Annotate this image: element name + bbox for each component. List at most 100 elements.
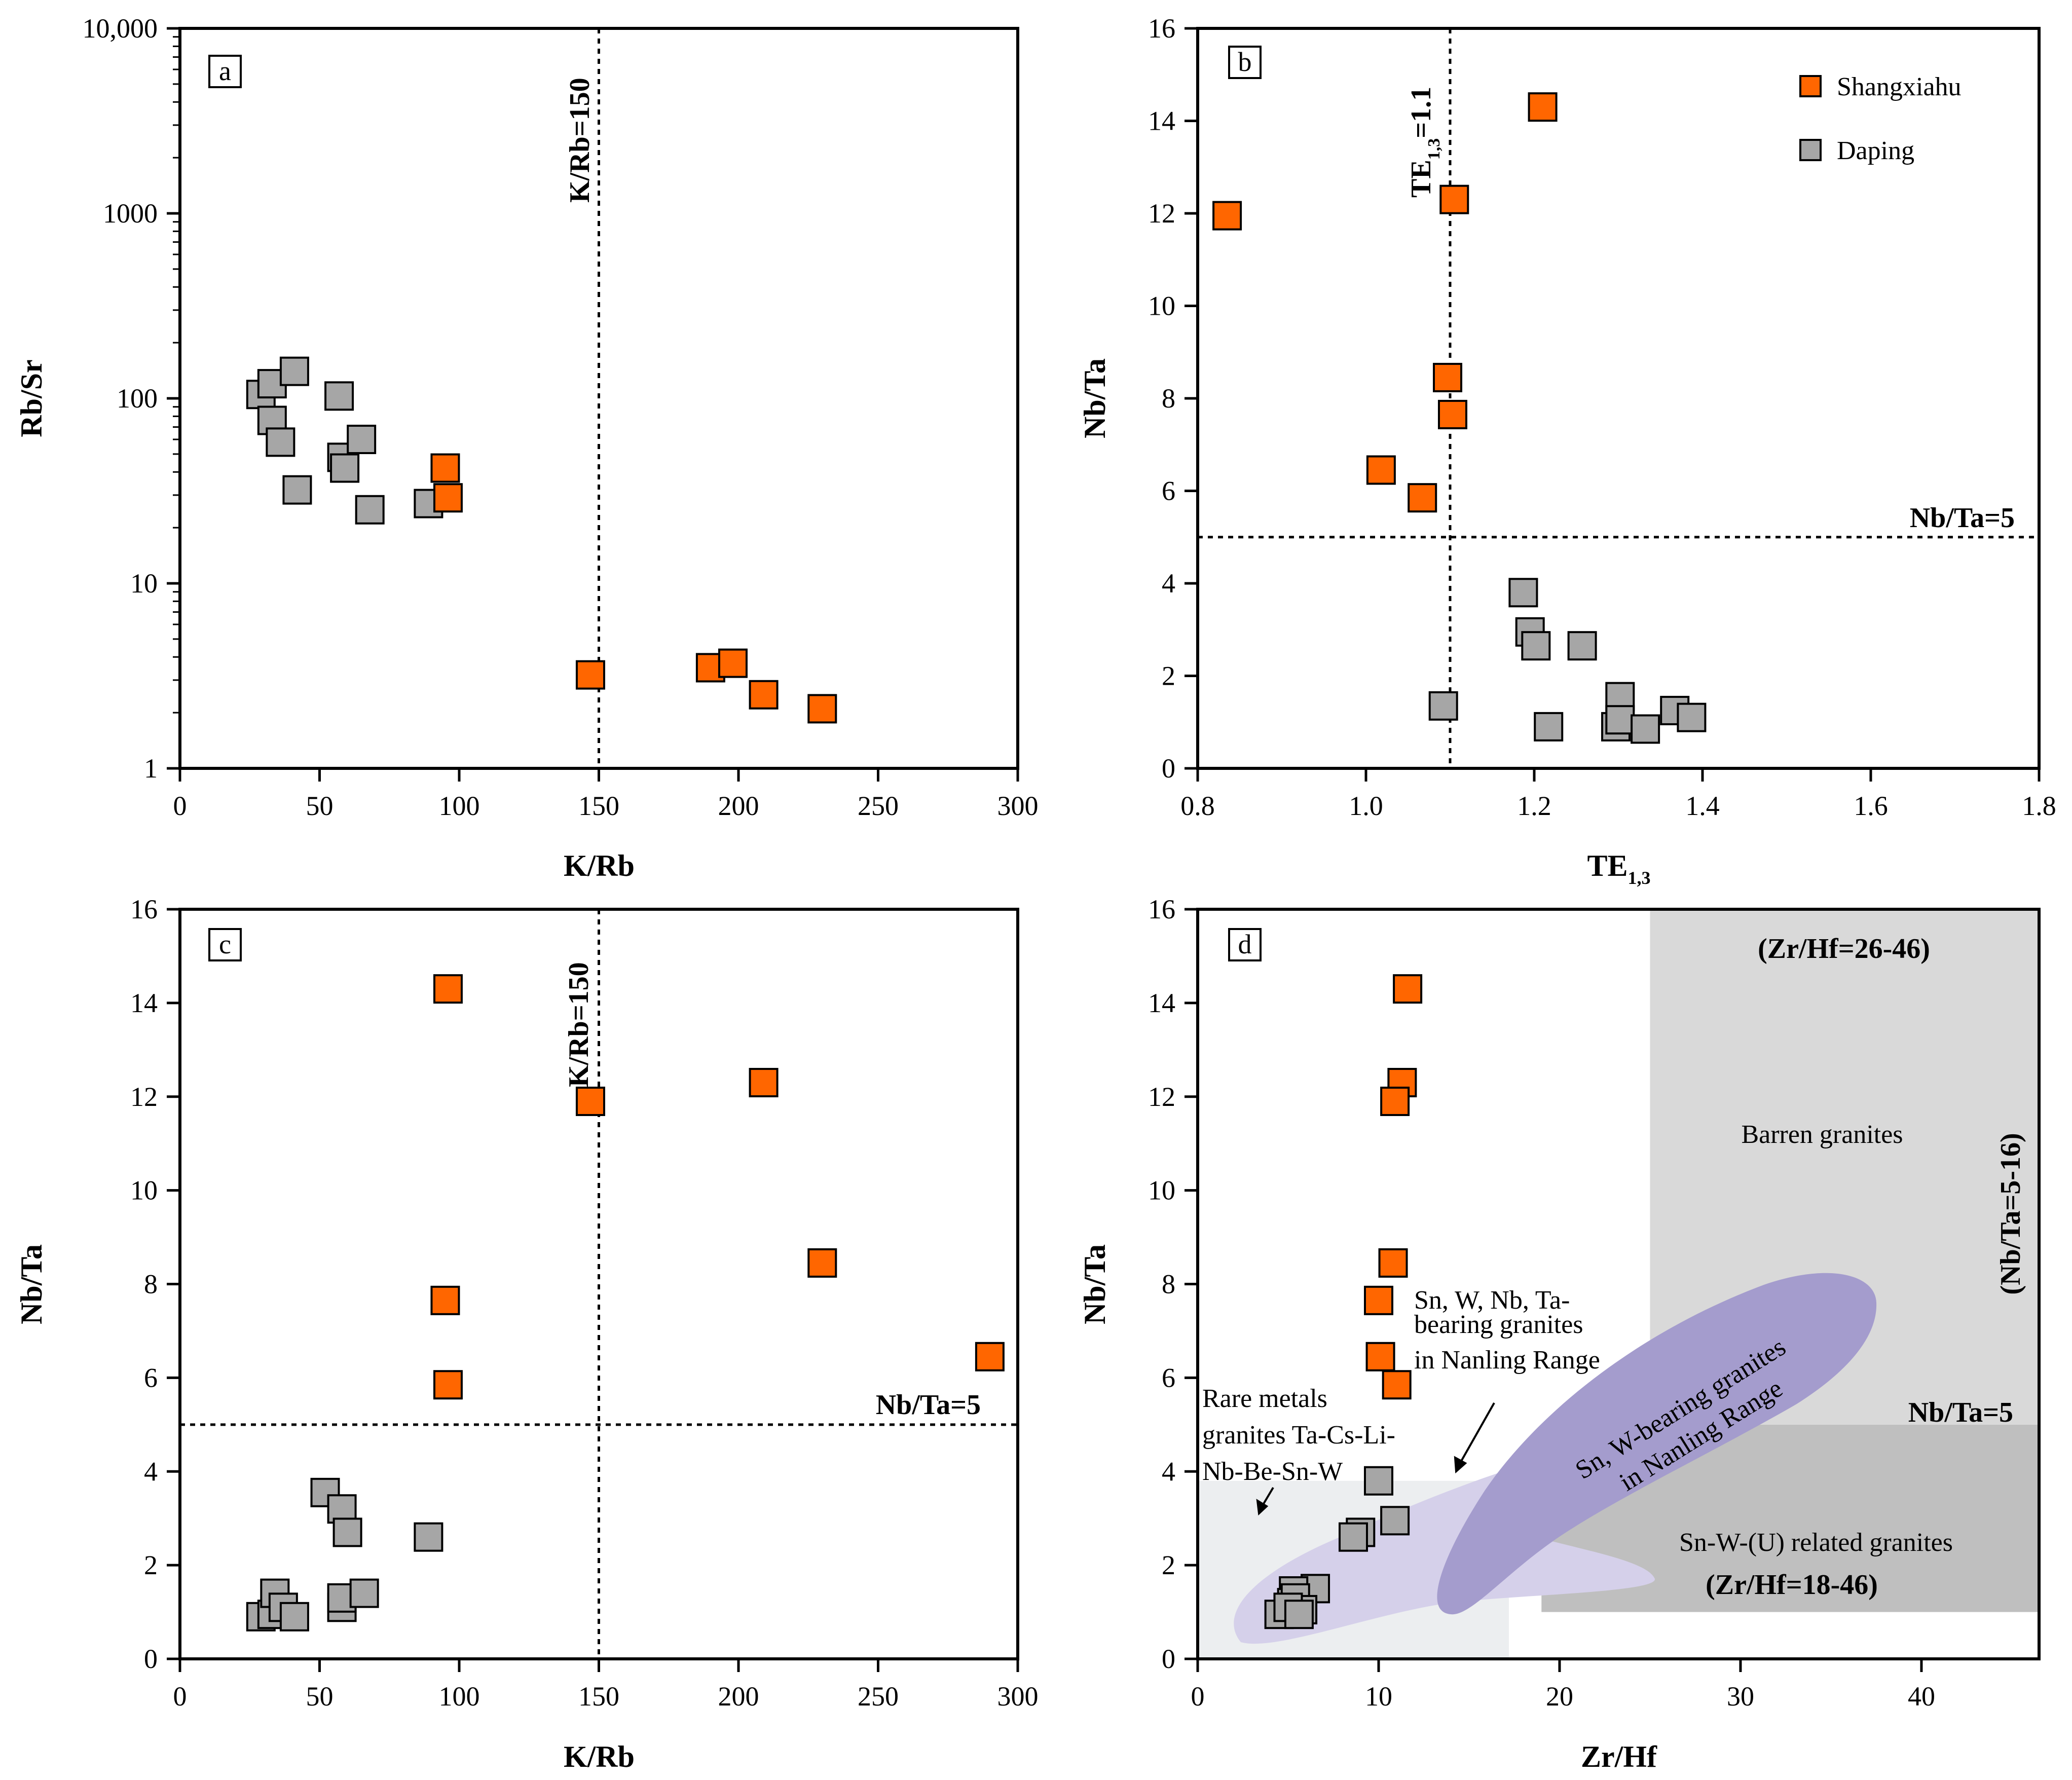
- legend-swatch-daping: [1799, 139, 1822, 161]
- rare-metals-arrowhead: [1256, 1499, 1269, 1516]
- y-tick-label: 6: [1162, 1362, 1175, 1393]
- y-tick-label: 16: [1148, 894, 1175, 924]
- x-tick-label: 150: [578, 1681, 619, 1712]
- ref-label-te-main: TE: [1405, 160, 1437, 198]
- y-tick-label: 0: [1162, 1644, 1175, 1674]
- x-tick-label: 200: [718, 791, 759, 821]
- point-shangxiahu: [1365, 1342, 1395, 1371]
- sn-w-nb-ta-label: Sn, W, Nb, Ta- bearing granites in Nanli…: [1414, 1286, 1600, 1375]
- point-shangxiahu: [718, 648, 748, 678]
- y-tick-label: 1: [144, 753, 158, 784]
- panel-tag: d: [1238, 929, 1252, 959]
- barren-granites-label: Barren granites: [1741, 1120, 1903, 1149]
- point-shangxiahu: [433, 1370, 463, 1400]
- point-daping: [279, 356, 309, 386]
- panel-tag-box: [208, 55, 242, 88]
- panel-a: 0 50 100 150 200 250 300 1 10 100 1000 10,000 K/Rb…: [15, 13, 1039, 882]
- x-tick-label: 0: [173, 1681, 187, 1712]
- y-tick-label: 2: [144, 1550, 158, 1580]
- annotation-arrows: [1256, 1402, 1495, 1516]
- point-shangxiahu: [575, 660, 605, 690]
- x-tick-label: 1.6: [1854, 791, 1888, 821]
- y-axis-ticks: 0 2 4 6 8 10 12 14 16: [1148, 13, 1198, 784]
- x-tick-label: 10: [1365, 1681, 1392, 1712]
- point-daping: [282, 475, 312, 505]
- y-tick-label: 12: [1148, 1082, 1175, 1112]
- x-tick-label: 250: [858, 791, 899, 821]
- y-axis-ticks: 1 10 100 1000 10,000: [83, 13, 180, 784]
- point-shangxiahu: [1382, 1370, 1412, 1400]
- legend-swatch-shangxiahu: [1799, 75, 1822, 97]
- y-tick-label: 10: [130, 568, 158, 599]
- y-tick-label: 0: [144, 1644, 158, 1674]
- point-shangxiahu: [749, 680, 779, 710]
- point-shangxiahu: [749, 1068, 779, 1098]
- point-daping: [347, 424, 377, 454]
- point-shangxiahu: [430, 453, 460, 483]
- x-tick-label: 30: [1727, 1681, 1754, 1712]
- y-tick-label: 12: [130, 1082, 158, 1112]
- sn-w-granite-field: [1437, 1273, 1877, 1615]
- legend-label-shangxiahu: Shangxiahu: [1837, 72, 1962, 101]
- point-daping: [330, 453, 360, 483]
- data-points: [246, 974, 1005, 1631]
- point-daping: [266, 427, 295, 457]
- point-daping: [414, 1522, 443, 1552]
- panel-d: 0 10 20 30 40 0 2 4 6 8 10 12 14 16 (Zr/Hf=26-46) Ba…: [1078, 894, 2041, 1773]
- point-shangxiahu: [975, 1342, 1005, 1371]
- y-axis-label: Nb/Ta: [1078, 1244, 1112, 1324]
- point-shangxiahu: [1393, 974, 1423, 1004]
- y-tick-label: 4: [1162, 1456, 1175, 1487]
- y-tick-label: 16: [130, 894, 158, 924]
- point-daping: [324, 381, 354, 411]
- y-axis-ticks: 0 2 4 6 8 10 12 14 16: [130, 894, 180, 1674]
- rare-metals-line-2: granites Ta-Cs-Li-: [1202, 1421, 1395, 1450]
- y-tick-label: 6: [1162, 476, 1175, 506]
- panel-tag: c: [219, 929, 231, 959]
- x-axis-label: K/Rb: [564, 849, 635, 882]
- x-tick-label: 0: [173, 791, 187, 821]
- point-daping: [1605, 705, 1635, 735]
- point-shangxiahu: [1408, 483, 1437, 513]
- x-tick-label: 50: [306, 1681, 334, 1712]
- x-tick-label: 100: [439, 791, 480, 821]
- panel-tag: a: [219, 56, 231, 86]
- data-points: [246, 356, 837, 724]
- sn-w-nb-ta-line-1: Sn, W, Nb, Ta-: [1414, 1286, 1570, 1315]
- point-shangxiahu: [1528, 92, 1558, 122]
- y-axis-label: Nb/Ta: [1078, 358, 1112, 438]
- point-shangxiahu: [433, 483, 463, 513]
- barren-zrhf-range: (Zr/Hf=26-46): [1758, 933, 1930, 965]
- rare-metals-line-3: Nb-Be-Sn-W: [1202, 1457, 1343, 1486]
- nbta5-label: Nb/Ta=5: [1908, 1397, 2013, 1428]
- point-daping: [355, 495, 385, 525]
- point-daping: [332, 1517, 362, 1547]
- ref-label-nbta5: Nb/Ta=5: [876, 1389, 981, 1421]
- y-tick-label: 1000: [103, 198, 158, 229]
- y-tick-label: 10: [1148, 291, 1175, 321]
- point-daping: [1631, 714, 1660, 744]
- point-daping: [349, 1578, 379, 1608]
- point-shangxiahu: [1380, 1086, 1410, 1116]
- y-tick-label: 6: [144, 1362, 158, 1393]
- ref-label-te13: TE1,3=1.1: [1405, 87, 1444, 198]
- ref-label-kr150: K/Rb=150: [563, 962, 595, 1087]
- sn-w-nb-ta-line-3: in Nanling Range: [1414, 1346, 1600, 1375]
- y-tick-label: 4: [1162, 568, 1175, 599]
- y-tick-label: 4: [144, 1456, 158, 1487]
- x-tick-label: 1.4: [1685, 791, 1720, 821]
- x-tick-label: 300: [997, 1681, 1039, 1712]
- point-shangxiahu: [1437, 399, 1467, 429]
- point-daping: [279, 1602, 309, 1631]
- point-shangxiahu: [1366, 455, 1396, 485]
- x-tick-label: 150: [578, 791, 619, 821]
- x-axis-label: TE1,3: [1587, 849, 1650, 888]
- legend-label-daping: Daping: [1837, 136, 1914, 165]
- y-tick-label: 8: [1162, 1269, 1175, 1300]
- y-axis-label: Rb/Sr: [15, 359, 48, 437]
- x-tick-label: 250: [858, 1681, 899, 1712]
- panel-tag: b: [1238, 47, 1252, 77]
- ref-label-kr150: K/Rb=150: [564, 78, 596, 203]
- rare-metals-line-1: Rare metals: [1202, 1384, 1327, 1413]
- y-tick-label: 10: [130, 1175, 158, 1206]
